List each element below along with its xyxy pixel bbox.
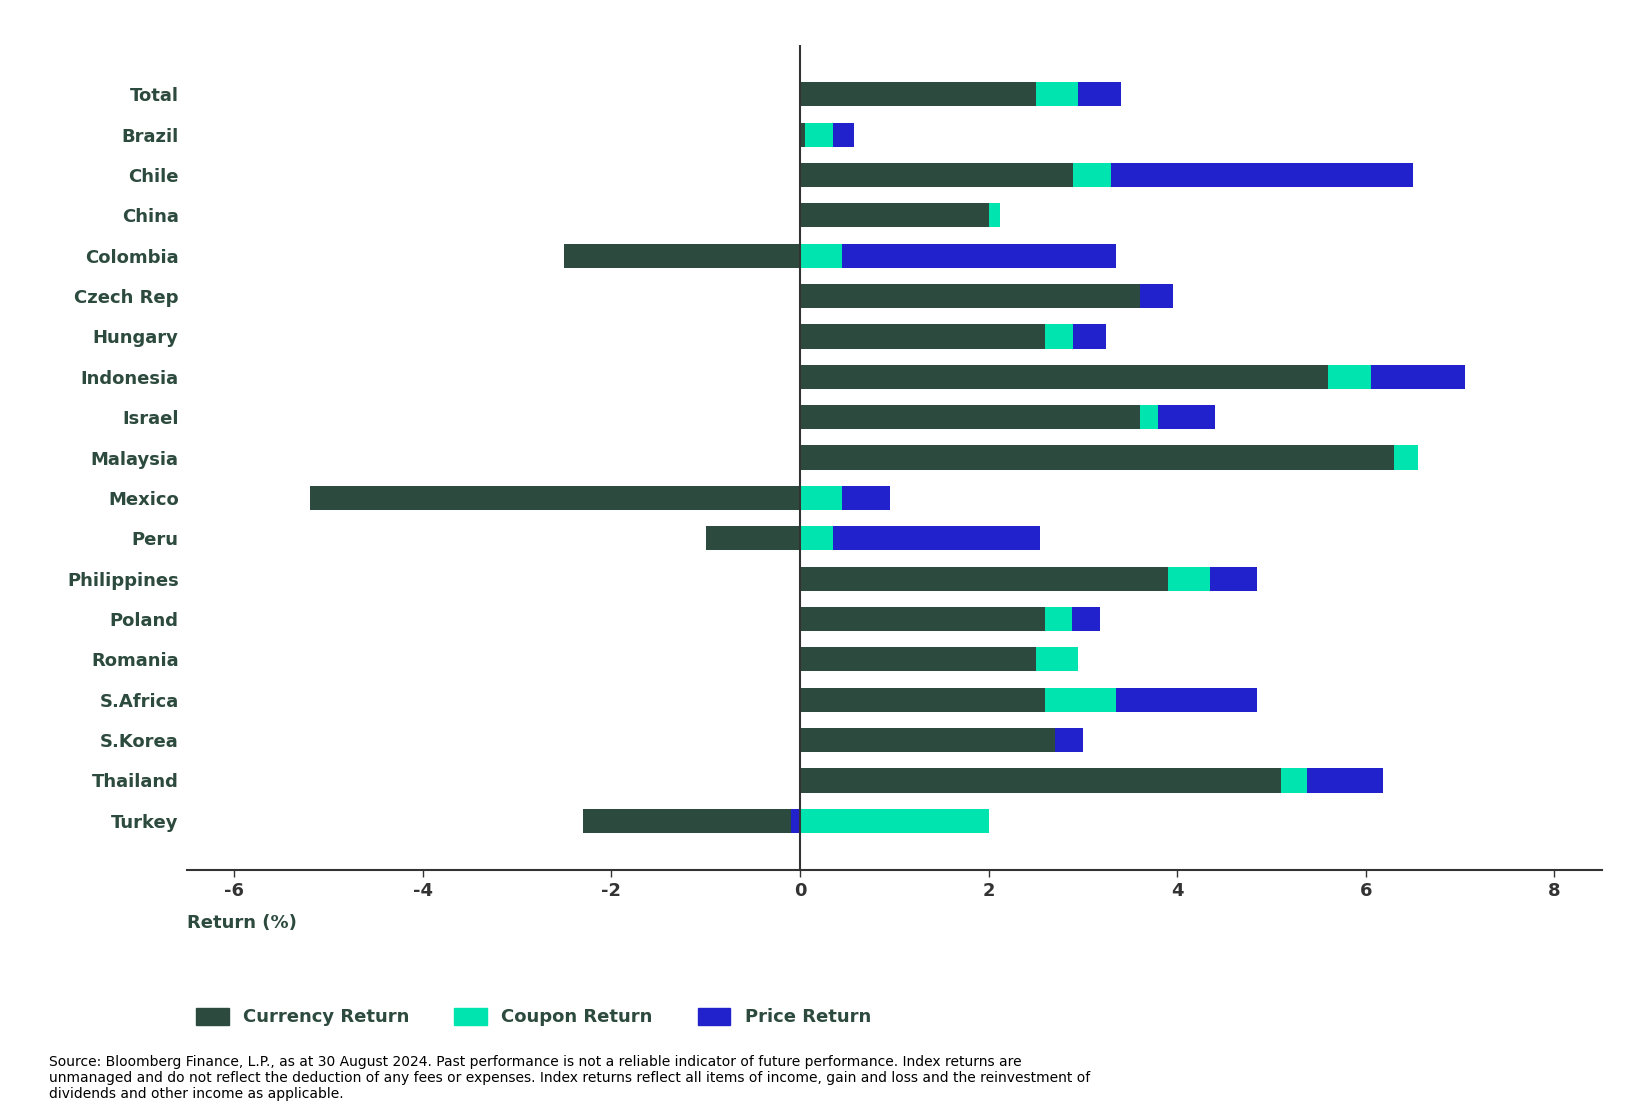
Legend: Currency Return, Coupon Return, Price Return: Currency Return, Coupon Return, Price Re…: [197, 1008, 872, 1027]
Bar: [800, 123, 805, 147]
X-axis label: Return (%): Return (%): [187, 914, 298, 932]
Text: Source: Bloomberg Finance, L.P., as at 30 August 2024. Past performance is not a: Source: Bloomberg Finance, L.P., as at 3…: [49, 1055, 1089, 1101]
Bar: [1307, 768, 1382, 792]
Bar: [706, 526, 800, 550]
Bar: [1046, 325, 1073, 348]
Bar: [1046, 687, 1115, 712]
Bar: [800, 365, 1328, 389]
Bar: [1167, 567, 1210, 590]
Bar: [1055, 728, 1083, 752]
Bar: [842, 485, 889, 510]
Bar: [1158, 405, 1215, 430]
Bar: [800, 567, 1167, 590]
Text: Source: Bloomberg Finance, L.P., as at 30 August 2024.: Source: Bloomberg Finance, L.P., as at 3…: [49, 1055, 436, 1069]
Bar: [833, 123, 854, 147]
Bar: [800, 647, 1036, 672]
Bar: [805, 123, 833, 147]
Bar: [800, 325, 1046, 348]
Bar: [1072, 607, 1099, 632]
Bar: [800, 809, 989, 833]
Bar: [1073, 163, 1111, 187]
Bar: [800, 526, 833, 550]
Bar: [800, 283, 1150, 308]
Bar: [1140, 283, 1172, 308]
Bar: [800, 687, 1046, 712]
Bar: [800, 768, 1281, 792]
Bar: [1046, 607, 1072, 632]
Bar: [1328, 365, 1371, 389]
Bar: [1111, 163, 1413, 187]
Bar: [1150, 283, 1172, 308]
Bar: [1078, 83, 1120, 106]
Bar: [800, 203, 989, 228]
Bar: [564, 243, 800, 268]
Bar: [1281, 768, 1307, 792]
Bar: [1036, 83, 1078, 106]
Bar: [790, 809, 800, 833]
Bar: [1115, 687, 1257, 712]
Bar: [1140, 405, 1158, 430]
Bar: [800, 243, 842, 268]
Bar: [800, 83, 1036, 106]
Bar: [800, 728, 1083, 752]
Bar: [800, 405, 1140, 430]
Bar: [800, 445, 1393, 470]
Bar: [309, 485, 800, 510]
Bar: [1073, 325, 1106, 348]
Bar: [1371, 365, 1465, 389]
Bar: [800, 163, 1073, 187]
Bar: [1210, 567, 1257, 590]
Bar: [842, 243, 1115, 268]
Bar: [833, 526, 1041, 550]
Bar: [800, 607, 1046, 632]
Bar: [1036, 647, 1078, 672]
Bar: [1393, 445, 1418, 470]
Bar: [989, 203, 1000, 228]
Bar: [800, 485, 842, 510]
Bar: [584, 809, 800, 833]
